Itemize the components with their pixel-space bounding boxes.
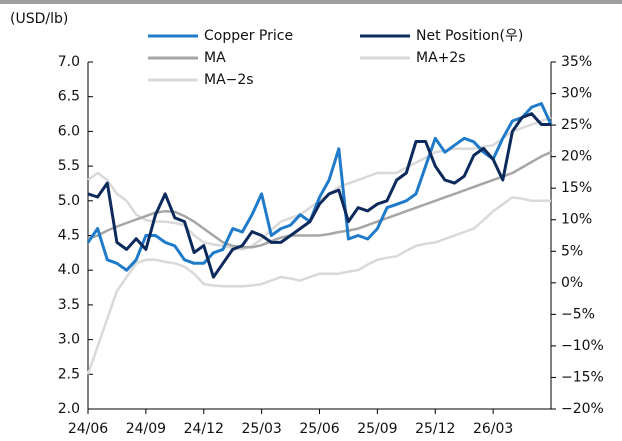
y-tick-label: 4.0 (58, 262, 80, 278)
legend-label: MA+2s (416, 50, 466, 66)
x-tick-label: 26/03 (473, 421, 513, 437)
series-line (86, 102, 553, 272)
x-tick-label: 24/06 (68, 421, 108, 437)
y-axis-label: (USD/lb) (10, 11, 68, 27)
legend-label: Net Position(우) (416, 28, 523, 44)
y-tick-label: 5.5 (58, 158, 80, 174)
series-line (86, 196, 551, 375)
top-bar (0, 0, 622, 4)
series-line (87, 112, 551, 279)
x-tick-label: 25/06 (299, 421, 339, 437)
y-tick-label: 3.5 (58, 297, 80, 313)
y2-tick-label: −10% (561, 338, 604, 354)
y2-tick-label: 20% (561, 149, 592, 165)
legend-label: Copper Price (204, 28, 293, 44)
y-tick-label: 2.5 (58, 366, 80, 382)
y-tick-label: 2.0 (58, 401, 80, 417)
y2-tick-label: 15% (561, 180, 592, 196)
x-tick-label: 24/12 (184, 421, 224, 437)
y-tick-label: 5.0 (58, 193, 80, 209)
y2-tick-label: −15% (561, 369, 604, 385)
y-tick-label: 3.0 (58, 332, 80, 348)
y-tick-label: 6.0 (58, 123, 80, 139)
x-tick-label: 25/03 (241, 421, 281, 437)
x-tick-label: 25/12 (415, 421, 455, 437)
series-line (87, 151, 552, 249)
y2-tick-label: 25% (561, 117, 592, 133)
y2-tick-label: 35% (561, 54, 592, 70)
y2-tick-label: 30% (561, 86, 592, 102)
y-tick-label: 6.5 (58, 89, 80, 105)
legend-label: MA (204, 50, 226, 66)
y2-tick-label: 0% (561, 275, 583, 291)
y-tick-label: 4.5 (58, 228, 80, 244)
legend-label: MA−2s (204, 72, 254, 88)
y-tick-label: 7.0 (58, 54, 80, 70)
y2-tick-label: 10% (561, 212, 592, 228)
x-tick-label: 25/09 (357, 421, 397, 437)
y2-tick-label: −5% (561, 306, 595, 322)
y2-tick-label: −20% (561, 401, 604, 417)
x-tick-label: 24/09 (126, 421, 166, 437)
y2-tick-label: 5% (561, 243, 583, 259)
